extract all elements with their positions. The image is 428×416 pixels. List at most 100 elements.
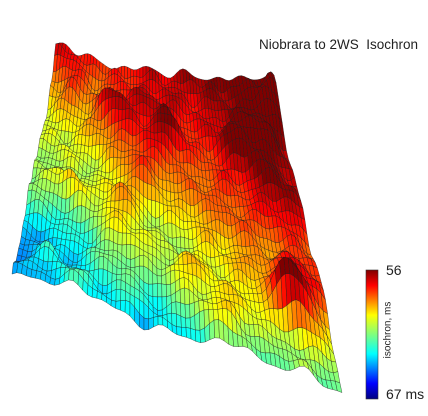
surface-cell (174, 198, 180, 208)
surface-mesh (11, 42, 343, 393)
surface-cell (187, 262, 193, 275)
surface-cell (195, 329, 201, 343)
surface-cell (126, 232, 132, 245)
surface-cell (156, 275, 162, 285)
surface-cell (102, 268, 108, 287)
surface-cell (92, 174, 98, 182)
surface-cell (161, 273, 167, 285)
surface-cell (124, 155, 129, 165)
surface-cell (166, 190, 171, 202)
surface-cell (121, 268, 127, 275)
surface-cell (185, 317, 191, 329)
surface-cell (108, 227, 114, 243)
surface-cell (169, 164, 174, 174)
surface-cell (126, 244, 131, 260)
surface-cell (176, 313, 182, 328)
surface-cell (147, 183, 152, 201)
surface-cell (151, 199, 156, 219)
surface-cell (153, 315, 159, 328)
surface-cell (111, 289, 117, 302)
surface-cell (130, 244, 136, 260)
surface-cell (169, 181, 175, 194)
surface-cell (194, 311, 201, 331)
surface-cell (143, 317, 149, 331)
surface-cell (143, 233, 149, 246)
surface-cell (117, 128, 122, 141)
surface-cell (335, 381, 343, 393)
surface-cell (150, 131, 155, 140)
surface-cell (132, 149, 137, 155)
surface-cell (111, 96, 116, 110)
surface-cell (133, 75, 137, 85)
surface-cell (118, 96, 123, 111)
chart-title: Niobrara to 2WS Isochron (259, 37, 419, 52)
surface-cell (132, 93, 137, 107)
surface-cell (93, 210, 99, 217)
surface-cell (176, 171, 182, 185)
surface-cell (139, 155, 144, 165)
surface-cell (189, 315, 196, 331)
surface-cell (148, 317, 154, 330)
surface-cell (150, 138, 155, 148)
surface-cell (139, 94, 144, 104)
surface-cell (118, 109, 123, 122)
surface-cell (189, 302, 195, 319)
surface-cell (108, 88, 113, 99)
surface-cell (116, 274, 122, 281)
surface-cell (176, 326, 182, 337)
surface-cell (120, 288, 126, 301)
surface-cell (121, 128, 126, 143)
surface-cell (136, 67, 141, 78)
surface-cell (160, 121, 166, 133)
surface-cell (118, 199, 124, 212)
colorbar-axis-label: isochron, ms (382, 301, 394, 359)
surface-cell (124, 299, 131, 317)
surface-cell (73, 241, 79, 255)
surface-cell (173, 171, 178, 185)
surface-cell (136, 76, 141, 85)
surface-cell (125, 108, 130, 120)
surface-cell (116, 164, 121, 179)
surface-cell (127, 66, 131, 79)
surface-cell (157, 121, 162, 134)
surface-cell (186, 253, 193, 265)
surface-cell (116, 267, 122, 275)
surface-cell (120, 81, 124, 91)
surface-cell (157, 296, 163, 311)
colorbar-bottom-tick: 67 ms (386, 386, 425, 402)
surface-cell (80, 220, 86, 234)
surface-cell (113, 229, 119, 245)
surface-cell (133, 69, 138, 77)
surface-cell (190, 328, 197, 342)
surface-cell (118, 186, 124, 201)
surface-cell (121, 232, 127, 246)
surface-cell (115, 289, 122, 302)
surface-cell (111, 108, 116, 125)
surface-cell (152, 79, 157, 94)
surface-cell (177, 182, 183, 194)
surface-cell (201, 293, 208, 301)
surface-cell (93, 205, 99, 212)
surface-cell (120, 151, 126, 159)
surface-cell (128, 154, 133, 165)
surface-cell (98, 256, 104, 270)
surface-cell (122, 199, 128, 213)
colorbar-top-tick: 56 (386, 262, 402, 278)
surface-cell (113, 216, 119, 233)
surface-cell (157, 283, 163, 298)
surface-cell (148, 283, 154, 297)
surface-cell (166, 200, 172, 207)
surface-cell (102, 284, 108, 294)
surface-cell (117, 231, 123, 246)
surface-cell (124, 65, 128, 79)
surface-cell (121, 108, 126, 121)
surface-cell (114, 108, 119, 124)
surface-cell (155, 217, 160, 228)
surface-cell (147, 227, 153, 231)
surface-cell (171, 222, 177, 239)
surface-cell (139, 101, 144, 116)
surface-cell (120, 164, 125, 178)
surface-cell (109, 146, 114, 159)
surface-cell (167, 205, 172, 212)
